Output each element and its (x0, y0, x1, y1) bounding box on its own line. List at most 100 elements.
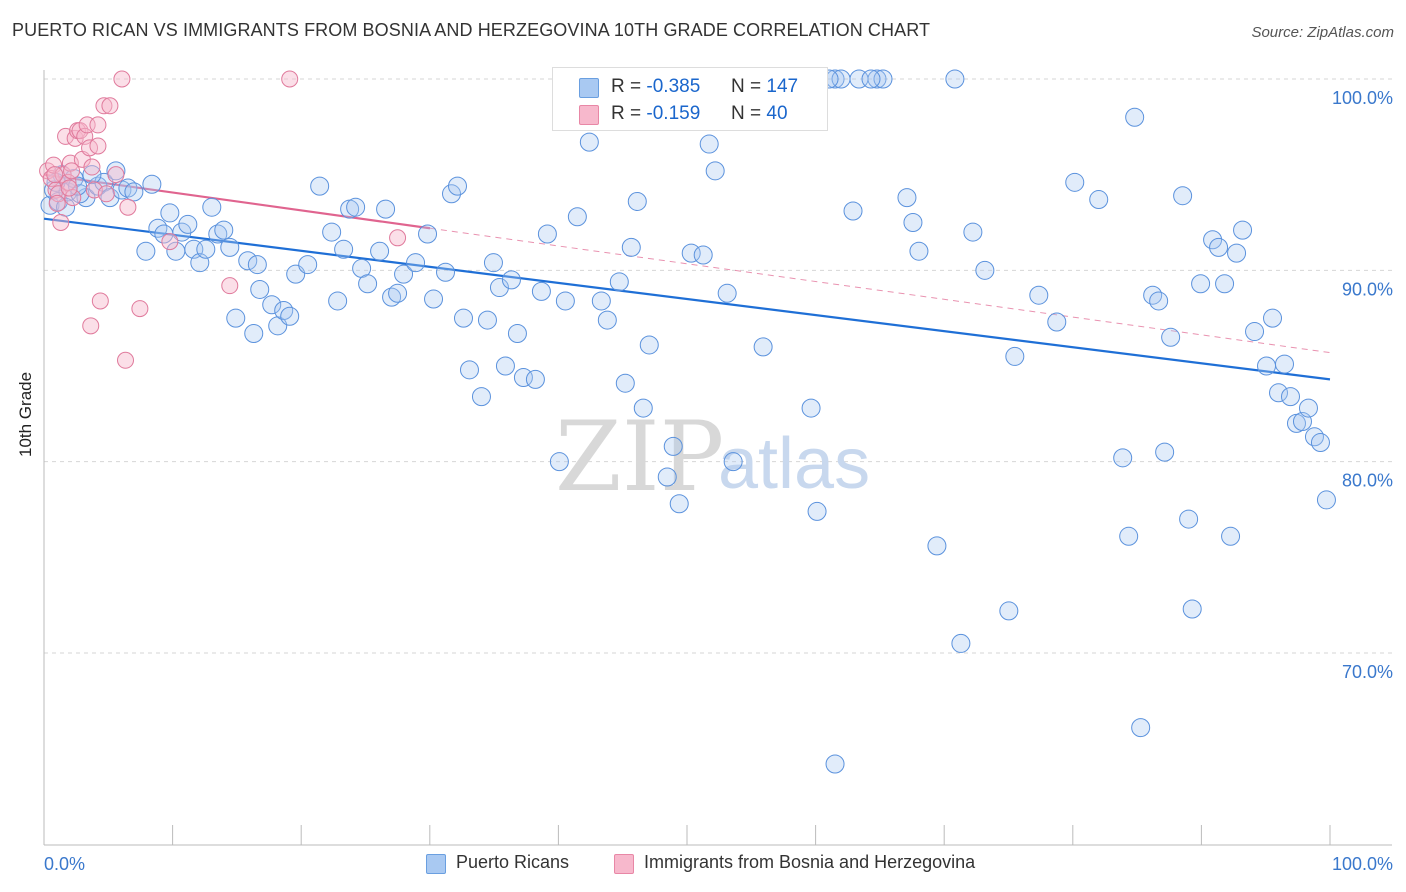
data-point (124, 182, 144, 202)
data-point (669, 494, 689, 514)
data-point (394, 264, 414, 284)
data-point (507, 323, 527, 343)
data-point (117, 351, 135, 369)
data-point (633, 398, 653, 418)
data-point (334, 239, 354, 259)
data-point (106, 161, 126, 181)
data-point (609, 272, 629, 292)
data-point (244, 323, 264, 343)
data-point (627, 191, 647, 211)
data-point (274, 301, 294, 321)
stats-legend: R = -0.385 N = 147 R = -0.159 N = 40 (552, 67, 828, 131)
data-point (298, 255, 318, 275)
data-point (89, 137, 107, 155)
legend-swatch-blue (426, 854, 446, 874)
data-point (567, 207, 587, 227)
data-point (247, 255, 267, 275)
data-point (1221, 526, 1241, 546)
data-point (95, 97, 113, 115)
data-point (951, 633, 971, 653)
data-point (699, 134, 719, 154)
data-point (663, 436, 683, 456)
data-point (1173, 186, 1193, 206)
stats-r-label: R = (611, 76, 642, 97)
data-point (801, 398, 821, 418)
data-point (46, 166, 64, 184)
data-point (161, 233, 179, 251)
trend-line-pink-extension (429, 227, 1331, 354)
data-point (495, 356, 515, 376)
data-point (717, 283, 737, 303)
data-point (91, 292, 109, 310)
data-point (1275, 354, 1295, 374)
data-point (1280, 387, 1300, 407)
data-point (705, 161, 725, 181)
data-point (555, 291, 575, 311)
watermark-zip: ZIP (555, 401, 724, 513)
series-bosnia (39, 70, 407, 369)
data-point (424, 289, 444, 309)
data-point (471, 387, 491, 407)
data-point (909, 241, 929, 261)
data-point (1005, 346, 1025, 366)
data-point (118, 178, 138, 198)
legend-item-bosnia: Immigrants from Bosnia and Herzegovina (614, 852, 975, 874)
data-point (83, 158, 101, 176)
y-axis-label: 10th Grade (16, 371, 35, 457)
data-point (1029, 285, 1049, 305)
data-point (1089, 190, 1109, 210)
data-point (238, 251, 258, 271)
data-point (1263, 308, 1283, 328)
stats-n-label: N = (731, 103, 762, 124)
stats-n-value: 40 (766, 103, 788, 124)
data-point (1316, 490, 1336, 510)
data-point (513, 367, 533, 387)
data-point (1245, 322, 1265, 342)
data-point (202, 197, 222, 217)
data-point (166, 241, 186, 261)
tick-labels: 70.0% 80.0% 90.0% 100.0% 0.0% 100.0% (44, 88, 1393, 874)
data-point (903, 213, 923, 232)
data-point (63, 162, 81, 180)
data-point (453, 308, 473, 328)
data-point (1065, 172, 1085, 192)
data-point (927, 536, 947, 556)
y-tick-label: 70.0% (1342, 662, 1393, 682)
legend-label: Puerto Ricans (456, 852, 570, 872)
stats-swatch-pink (579, 105, 599, 125)
data-point (525, 369, 545, 389)
data-point (477, 310, 497, 330)
data-point (1131, 718, 1151, 738)
data-point (681, 243, 701, 263)
data-point (388, 283, 408, 303)
data-point (1233, 220, 1253, 240)
data-point (389, 229, 407, 247)
data-point (328, 291, 348, 311)
data-point (597, 310, 617, 330)
data-point (220, 237, 240, 257)
data-point (370, 241, 390, 261)
stats-r-value: -0.159 (646, 103, 701, 124)
stats-swatch-blue (579, 78, 599, 98)
trend-line-pink (43, 173, 431, 230)
data-point (549, 452, 569, 472)
y-tick-label: 100.0% (1332, 88, 1393, 108)
data-point (208, 224, 228, 244)
series-puerto-ricans (40, 69, 1336, 774)
data-point (1155, 442, 1175, 462)
data-point (591, 291, 611, 311)
data-point (1257, 356, 1277, 376)
data-point (322, 222, 342, 242)
data-point (621, 237, 641, 257)
data-point (101, 97, 119, 115)
data-point (657, 467, 677, 487)
chart-source: Source: ZipAtlas.com (1251, 24, 1394, 41)
data-point (442, 184, 462, 204)
data-point (579, 132, 599, 152)
legend-swatch-pink (614, 854, 634, 874)
x-tick-label: 0.0% (44, 854, 85, 874)
data-point (1304, 427, 1324, 447)
data-point (999, 601, 1019, 621)
legend-item-puerto-ricans: Puerto Ricans (426, 852, 570, 874)
